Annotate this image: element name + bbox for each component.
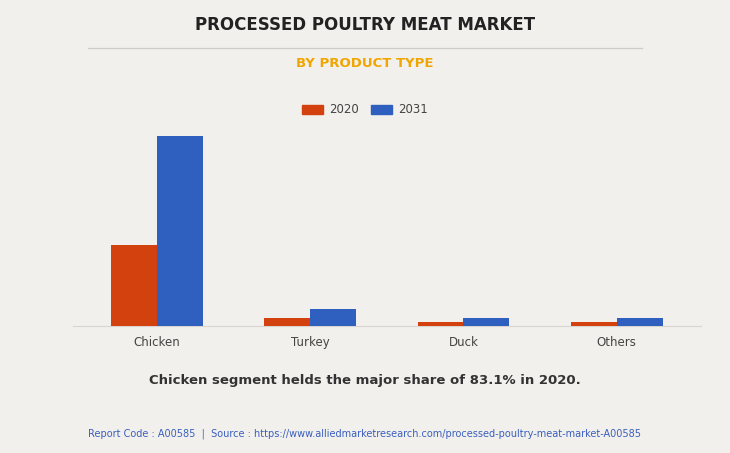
- Bar: [418, 322, 464, 326]
- Text: BY PRODUCT TYPE: BY PRODUCT TYPE: [296, 57, 434, 70]
- Text: Chicken segment helds the major share of 83.1% in 2020.: Chicken segment helds the major share of…: [149, 374, 581, 387]
- Bar: [310, 308, 356, 326]
- Bar: [571, 322, 617, 326]
- Text: Report Code : A00585  |  Source : https://www.alliedmarketresearch.com/processed: Report Code : A00585 | Source : https://…: [88, 428, 642, 439]
- Bar: [111, 245, 157, 326]
- Text: PROCESSED POULTRY MEAT MARKET: PROCESSED POULTRY MEAT MARKET: [195, 16, 535, 34]
- Legend: 2020, 2031: 2020, 2031: [297, 99, 433, 121]
- Bar: [157, 136, 203, 326]
- Bar: [617, 318, 663, 326]
- Bar: [264, 318, 310, 326]
- Bar: [464, 318, 510, 326]
